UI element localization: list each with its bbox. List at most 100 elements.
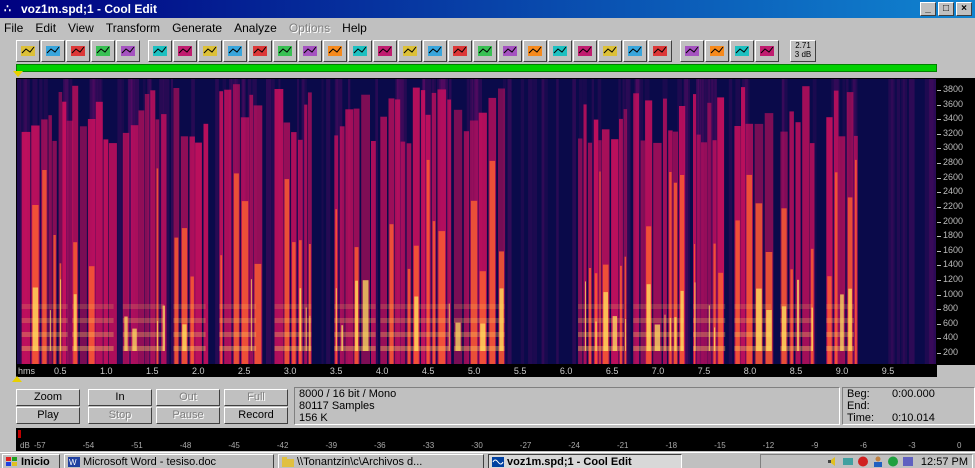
delay-button[interactable] [523,39,547,62]
distort-button[interactable] [623,39,647,62]
window-controls: _ □ × [920,2,972,16]
db-label: -36 [374,441,386,450]
menu-view[interactable]: View [68,21,94,35]
menu-analyze[interactable]: Analyze [234,21,277,35]
antivirus-icon[interactable] [857,456,869,467]
freq-label: 3600 [943,98,964,109]
zoom-full-button: Full [224,389,288,406]
headphones-button[interactable] [116,39,140,62]
freq-label: 3200 [943,127,964,138]
multitrack-button[interactable] [91,39,115,62]
scheduler-icon[interactable] [887,456,899,467]
zoom-level-box[interactable]: 2.71 3 dB [790,39,816,62]
amplify-button[interactable] [323,39,347,62]
gain-button[interactable] [373,39,397,62]
spectrogram-view[interactable] [16,78,937,365]
stretch-icon [603,45,617,56]
fade-icon [735,45,749,56]
time-label: 7.0 [651,366,665,376]
silence-button[interactable] [705,39,729,62]
play-button[interactable]: Play [16,407,80,424]
start-button[interactable]: Inicio [2,454,60,468]
tempo-button[interactable] [348,39,372,62]
note-button[interactable] [223,39,247,62]
freq-label: 2600 [943,171,964,182]
task-cool-edit[interactable]: voz1m.spd;1 - Cool Edit [488,454,682,468]
wave-edit-icon [21,45,35,56]
db-label: -39 [325,441,338,450]
time-label: 4.5 [421,366,435,376]
speaker-icon[interactable] [827,456,839,467]
range-bar[interactable] [16,64,937,72]
time-label: 7.5 [697,366,711,376]
menu-transform[interactable]: Transform [105,21,161,35]
noise-button[interactable] [273,39,297,62]
samples-text: 80117 Samples [299,400,375,412]
menu-edit[interactable]: Edit [35,21,57,35]
menu-generate[interactable]: Generate [172,21,223,35]
zoom-button[interactable]: Zoom [16,389,80,406]
chorus-button[interactable] [498,39,522,62]
spectrum-button[interactable] [448,39,472,62]
save-button[interactable] [66,39,90,62]
spectrogram-canvas [17,79,936,364]
rewind-button[interactable] [148,39,172,62]
db-label: -3 [908,441,916,450]
minimize-button[interactable]: _ [920,2,936,16]
end-marker-icon[interactable] [12,376,22,382]
freq-tick [937,353,941,354]
maximize-button[interactable]: □ [938,2,954,16]
envelope-button[interactable] [298,39,322,62]
network-icon[interactable] [842,456,854,467]
menu-options: Options [288,21,331,35]
record-button[interactable]: Record [224,407,288,424]
eq-button[interactable] [473,39,497,62]
reverb-button[interactable] [573,39,597,62]
time-label: 8.5 [789,366,803,376]
selection-time-panel: Beg: 0:00.000 End: Time: 0:10.014 [842,387,975,425]
task-explorer[interactable]: \\Tonantzin\c\Archivos d... [278,454,484,468]
db-label: -6 [859,441,867,450]
window-title: voz1m.spd;1 - Cool Edit [21,2,158,16]
record-dot-button[interactable] [248,39,272,62]
freq-tick [937,279,941,281]
zoom-in-button[interactable]: In [88,389,152,406]
tray-app-icon[interactable] [902,456,914,467]
freq-tick [937,309,941,311]
user-icon[interactable] [872,456,884,467]
cool-edit-icon [492,456,504,467]
normalize-button[interactable] [755,39,779,62]
mute-icon [178,45,192,56]
time-label: 2.0 [191,366,205,376]
pan-button[interactable] [648,39,672,62]
db-label: -42 [276,441,289,450]
size-text: 156 K [299,412,328,424]
freq-tick [937,163,941,165]
filter-icon [428,45,442,56]
fx-button[interactable] [398,39,422,62]
start-marker-icon[interactable] [13,71,23,77]
open-button[interactable] [41,39,65,62]
mute-button[interactable] [173,39,197,62]
fade-button[interactable] [730,39,754,62]
delay-icon [528,45,542,56]
menu-help[interactable]: Help [342,21,367,35]
time-value: 0:10.014 [892,412,935,424]
note-icon [228,45,242,56]
cue-button[interactable] [680,39,704,62]
menu-file[interactable]: File [4,21,24,35]
envelope-icon [303,45,317,56]
task-word[interactable]: W Microsoft Word - tesiso.doc [64,454,274,468]
db-label: -9 [811,441,819,450]
db-scale: dB -57 -54 -51 -48 -45 -42 -39 -36 -33 -30 -27 -24 -2… [16,440,975,451]
db-label: dB [20,441,30,450]
filter-button[interactable] [423,39,447,62]
wave-edit-button[interactable] [16,39,40,62]
freq-label: 2400 [943,186,964,197]
stretch-button[interactable] [598,39,622,62]
close-button[interactable]: × [956,2,972,16]
freq-tick [937,236,941,238]
bars-button[interactable] [548,39,572,62]
beg-value: 0:00.000 [892,388,935,400]
flip-button[interactable] [198,39,222,62]
